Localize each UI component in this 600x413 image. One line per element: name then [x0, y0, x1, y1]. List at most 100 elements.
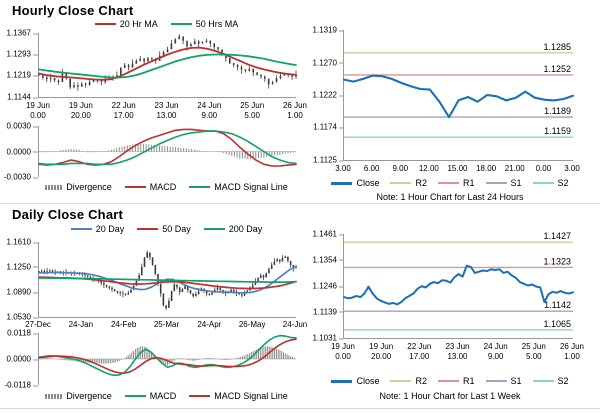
- legend-label: R1: [462, 376, 475, 386]
- svg-text:1.1285: 1.1285: [543, 42, 571, 52]
- legend-item: Close: [331, 376, 379, 386]
- legend-item: MACD Signal Line: [189, 391, 288, 401]
- line-swatch-green: [189, 186, 211, 188]
- legend-label: Close: [356, 376, 380, 386]
- legend-label: MACD: [149, 391, 177, 401]
- legend-label: S2: [557, 178, 569, 188]
- line-swatch-r2: [390, 380, 412, 382]
- daily-ma-legend: 20 Day 50 Day 200 Day: [38, 224, 295, 234]
- pivot-24h-plot: 1.1285 1.1252 1.1189 1.1159: [342, 30, 575, 161]
- legend-item: MACD: [124, 182, 176, 192]
- pivot-week-note: Note: 1 Hour Chart for Last 1 Week: [379, 391, 521, 401]
- pivot-week-chart: 1.1427 1.1323 1.1142 1.1065: [343, 231, 574, 331]
- daily-macd-y-axis: 0.0118 0.0000 -0.0118: [4, 328, 39, 390]
- hourly-macd-chart: [38, 128, 297, 167]
- hourly-price-x-axis: 19 Jun 0.00 19 Jun 20.00 22 Jun 17.00 23 Jun 13…: [25, 101, 308, 120]
- hourly-macd-y-axis: 0.0030 0.0000 -0.0030: [3, 121, 39, 182]
- legend-label: Close: [356, 178, 380, 188]
- legend-label: 200 Day: [228, 224, 263, 234]
- bar-swatch-gray: [45, 393, 63, 399]
- legend-item: 20 Day: [70, 224, 125, 234]
- legend-label: S2: [557, 376, 569, 386]
- hourly-macd-legend: Divergence MACD MACD Signal Line: [38, 182, 295, 192]
- legend-label: R2: [415, 178, 427, 188]
- legend-item: Divergence: [45, 391, 112, 401]
- pivot-week-y-axis: 1.1461 1.1354 1.1246 1.1139 1.1031: [312, 229, 344, 343]
- legend-label: MACD Signal Line: [214, 391, 288, 401]
- pivot-week-legend: Close R2 R1 S1 S2: [303, 376, 597, 386]
- legend-label: R2: [415, 376, 427, 386]
- daily-price-plot: [38, 242, 297, 318]
- pivot-24h-chart: 1.1285 1.1252 1.1189 1.1159: [342, 42, 575, 138]
- hourly-price-chart: [38, 34, 297, 91]
- legend-item: Close: [331, 178, 379, 188]
- svg-text:1.1065: 1.1065: [543, 319, 571, 329]
- line-swatch-blue: [331, 379, 353, 383]
- legend-item: R2: [390, 178, 427, 188]
- hourly-price-plot: [38, 33, 297, 98]
- legend-label: S1: [510, 376, 522, 386]
- line-swatch-green: [170, 23, 192, 25]
- bar-swatch-gray: [45, 184, 63, 190]
- legend-item: S2: [532, 178, 569, 188]
- legend-item: S1: [485, 178, 522, 188]
- line-swatch-r2: [390, 182, 412, 184]
- line-swatch-s2: [532, 182, 554, 184]
- daily-price-x-axis: 27-Dec 24-Jan 24-Feb 25-Mar 24-Apr 26-May 24-J…: [25, 320, 308, 329]
- daily-price-y-axis: 1.1610 1.1250 1.0890 1.0530: [6, 237, 39, 322]
- legend-item: 200 Day: [203, 224, 263, 234]
- line-swatch-green: [203, 228, 225, 230]
- legend-label: R1: [462, 178, 475, 188]
- legend-item: S2: [532, 376, 569, 386]
- legend-item: MACD Signal Line: [189, 182, 288, 192]
- section-divider: [0, 203, 600, 204]
- svg-text:1.1323: 1.1323: [543, 256, 571, 266]
- line-swatch-blue: [331, 181, 353, 185]
- legend-item: MACD: [124, 391, 177, 401]
- line-swatch-s2: [532, 380, 554, 382]
- legend-item: S1: [485, 376, 522, 386]
- legend-item: R1: [437, 178, 475, 188]
- hourly-ma-legend: 20 Hr MA 50 Hrs MA: [38, 19, 295, 29]
- legend-item: Divergence: [45, 182, 112, 192]
- daily-price-chart: [38, 250, 297, 310]
- legend-label: Divergence: [66, 391, 112, 401]
- line-swatch-s1: [485, 182, 507, 184]
- line-swatch-red: [137, 228, 159, 230]
- line-swatch-r1: [437, 182, 459, 184]
- daily-macd-plot: [38, 333, 297, 385]
- legend-item: R2: [390, 376, 427, 386]
- line-swatch-red: [94, 23, 116, 25]
- line-swatch-red: [124, 186, 146, 188]
- line-swatch-blue: [70, 228, 92, 230]
- bottom-divider: [0, 408, 600, 409]
- legend-item: 50 Day: [137, 224, 191, 234]
- pivot-24h-legend: Close R2 R1 S1 S2: [303, 178, 597, 188]
- svg-text:1.1427: 1.1427: [543, 231, 571, 241]
- daily-chart-title: Daily Close Chart: [12, 207, 124, 222]
- pivot-week-x-axis: 19 Jun 0.00 19 Jun 20.00 22 Jun 17.00 23 Jun 13…: [330, 342, 585, 361]
- legend-label: 20 Day: [95, 224, 125, 234]
- daily-macd-legend: Divergence MACD MACD Signal Line: [38, 391, 295, 401]
- hourly-price-y-axis: 1.1367 1.1293 1.1219 1.1144: [6, 28, 39, 102]
- legend-label: Divergence: [66, 182, 112, 192]
- legend-label: S1: [510, 178, 522, 188]
- pivot-week-plot: 1.1427 1.1323 1.1142 1.1065: [343, 231, 574, 339]
- legend-label: 50 Hrs MA: [195, 19, 239, 29]
- svg-text:1.1252: 1.1252: [543, 64, 571, 74]
- pivot-24h-y-axis: 1.1319 1.1270 1.1222 1.1174 1.1125: [312, 25, 344, 165]
- svg-text:1.1159: 1.1159: [544, 126, 571, 136]
- legend-item: R1: [437, 376, 475, 386]
- svg-text:1.1189: 1.1189: [544, 106, 571, 116]
- legend-item: 20 Hr MA: [94, 19, 158, 29]
- hourly-chart-title: Hourly Close Chart: [12, 3, 134, 18]
- line-swatch-s1: [485, 380, 507, 382]
- line-swatch-red: [189, 395, 211, 397]
- line-swatch-r1: [437, 380, 459, 382]
- pivot-24h-x-axis: 3.00 6.00 9.00 12.00 15.00 18.00 21.00 0.00 3.00: [335, 164, 580, 173]
- legend-item: 50 Hrs MA: [170, 19, 239, 29]
- hourly-macd-plot: [38, 126, 297, 177]
- legend-label: 20 Hr MA: [119, 19, 158, 29]
- daily-macd-chart: [38, 334, 297, 377]
